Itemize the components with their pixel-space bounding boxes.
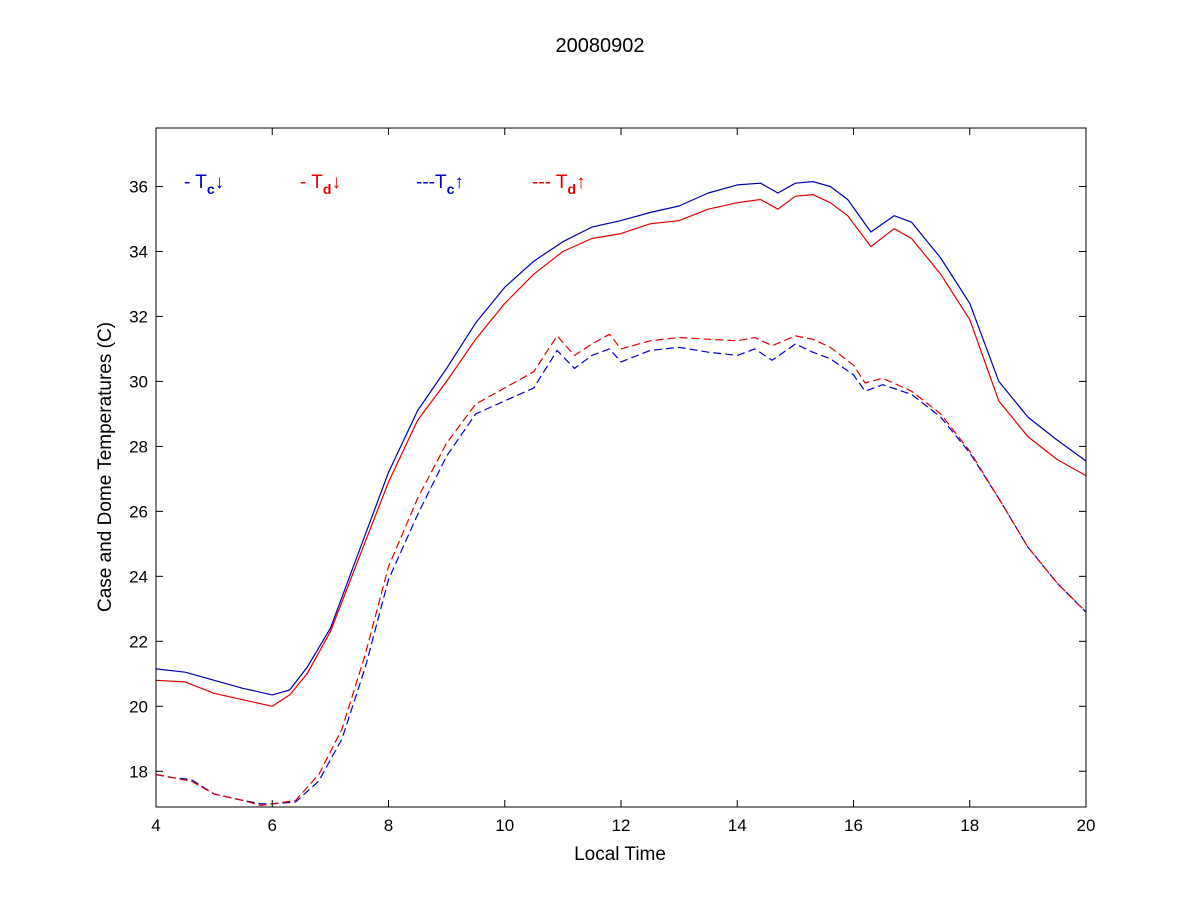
y-tick-label: 24	[129, 567, 148, 586]
y-tick-label: 36	[129, 177, 148, 196]
x-tick-label: 4	[151, 816, 160, 835]
legend-entry-1: - Tc↓	[184, 172, 224, 197]
legend-entry-2: - Td↓	[300, 172, 341, 197]
series-line-4	[155, 333, 1087, 807]
y-axis-ticks: 18 20 22 24 26 28 30 32 34 36	[129, 177, 1086, 781]
x-axis-label: Local Time	[574, 844, 666, 865]
y-tick-label: 18	[129, 762, 148, 781]
x-tick-label: 18	[960, 816, 979, 835]
series-layer	[155, 181, 1087, 807]
series-line-2	[155, 194, 1087, 707]
legend: - Tc↓ - Td↓ ---Tc↑ --- Td↑	[184, 172, 586, 197]
x-tick-label: 20	[1077, 816, 1096, 835]
x-tick-label: 16	[844, 816, 863, 835]
y-tick-label: 22	[129, 632, 148, 651]
y-tick-label: 26	[129, 502, 148, 521]
x-tick-label: 6	[268, 816, 277, 835]
legend-entry-3: ---Tc↑	[416, 172, 464, 197]
series-line-1	[155, 181, 1087, 696]
x-tick-label: 10	[495, 816, 514, 835]
y-tick-label: 34	[129, 242, 148, 261]
y-axis-label: Case and Dome Temperatures (C)	[95, 322, 116, 612]
chart-title: 20080902	[556, 35, 645, 57]
x-tick-label: 8	[384, 816, 393, 835]
y-tick-label: 28	[129, 437, 148, 456]
x-tick-label: 12	[612, 816, 631, 835]
x-tick-label: 14	[728, 816, 747, 835]
y-tick-label: 32	[129, 307, 148, 326]
y-tick-label: 20	[129, 697, 148, 716]
series-line-3	[155, 343, 1087, 805]
y-tick-label: 30	[129, 372, 148, 391]
legend-entry-4: --- Td↑	[532, 172, 586, 197]
x-axis-ticks: 4 6 8 10 12 14 16 18 20	[151, 128, 1095, 835]
